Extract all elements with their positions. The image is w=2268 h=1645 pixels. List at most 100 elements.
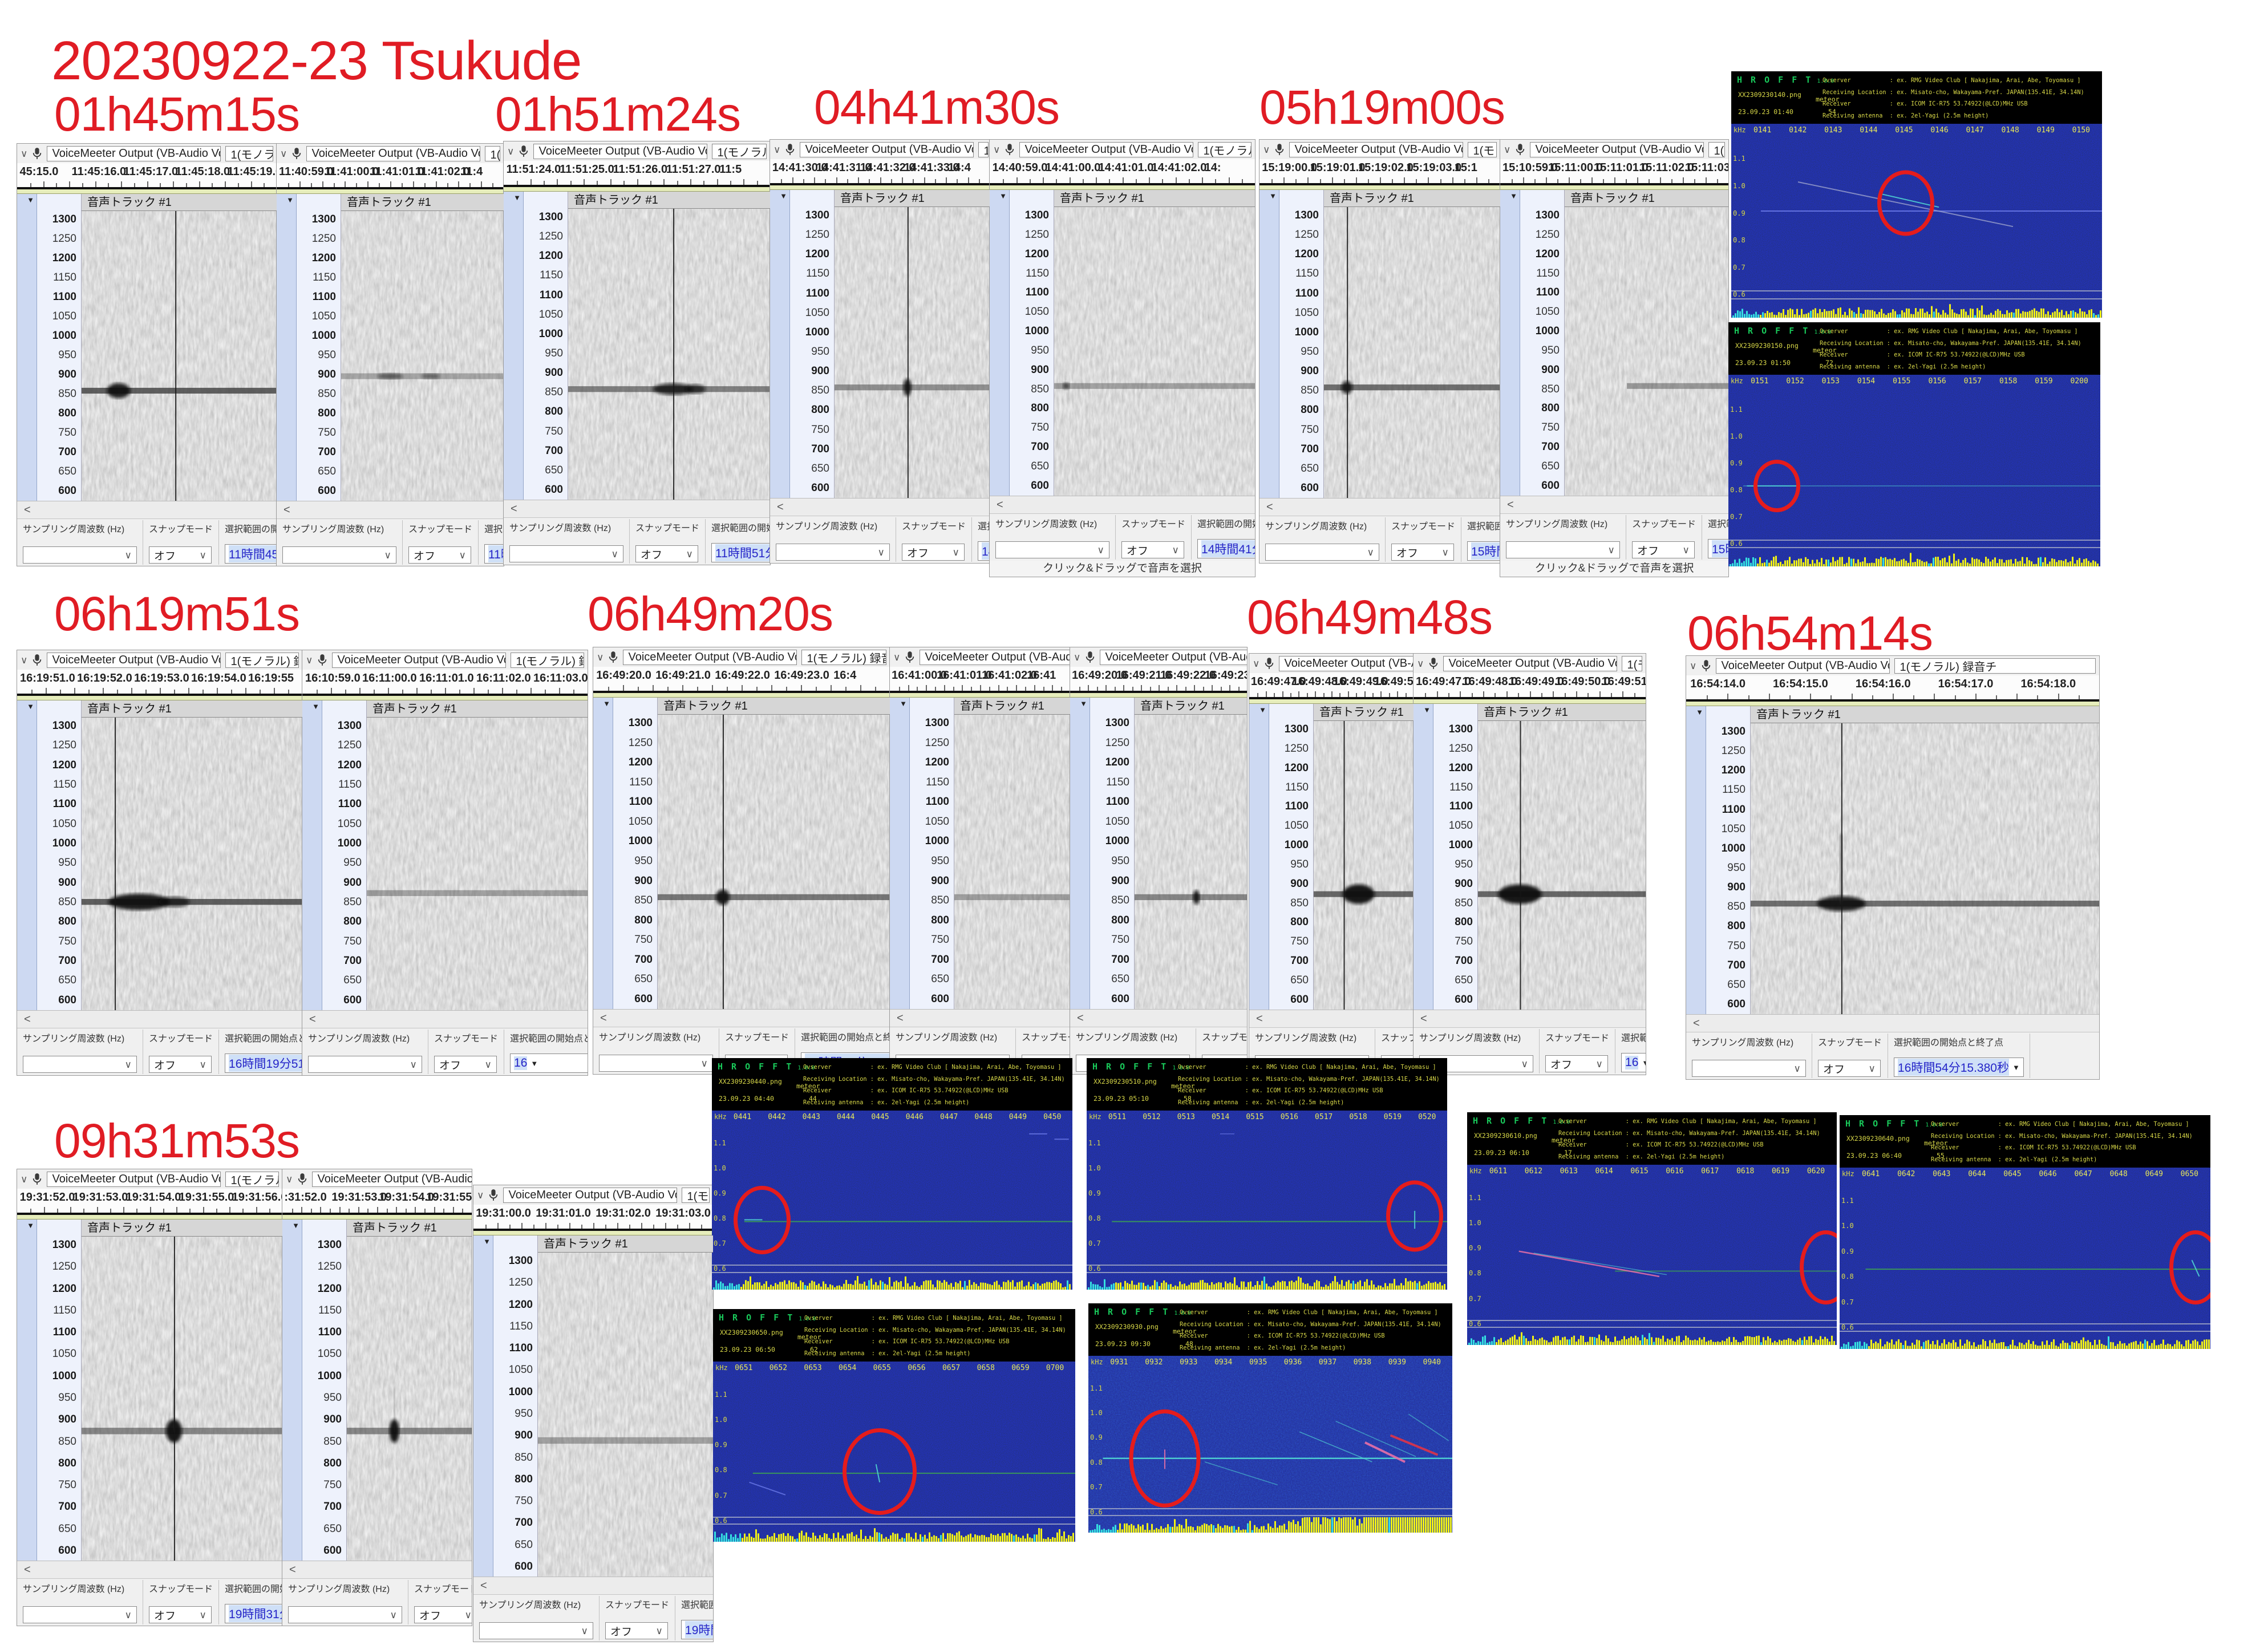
track-control-panel[interactable]: ▼ [277,194,297,501]
frequency-scale[interactable]: 1300 1250 1200 1150 1100 1050 1000 950 900 850 800… [1520,190,1565,496]
frequency-scale[interactable]: 1300 1250 1200 1150 1100 1050 1000 950 900 850 800… [910,698,954,1009]
horizontal-scrollbar[interactable]: < [473,1577,713,1594]
scroll-left-arrow[interactable]: < [1077,1011,1084,1024]
snap-mode-select[interactable]: オフ∨ [1818,1060,1881,1077]
scroll-left-arrow[interactable]: < [1693,1016,1700,1030]
snap-mode-select[interactable]: オフ∨ [434,1056,497,1073]
spectrogram[interactable]: 音声トラック #1 [658,698,890,1009]
device-select[interactable]: VoiceMeeter Output (VB-Audio Vo∨ [1100,649,1247,665]
timeline-ruler[interactable]: 16:49:47.0 16:49:48.0 16:49:49.0 16:49:50.0… [1414,673,1646,699]
scroll-left-arrow[interactable]: < [600,1011,607,1024]
sampling-rate-select[interactable]: ∨ [282,546,396,564]
sampling-rate-select[interactable]: ∨ [1692,1060,1806,1077]
channel-select[interactable]: 1(モノラル) 録音チ [712,143,767,159]
track-control-panel[interactable]: ▼ [1500,190,1520,496]
sampling-rate-select[interactable]: ∨ [599,1055,713,1072]
frequency-scale[interactable]: 1300 1250 1200 1150 1100 1050 1000 950 900 850 800… [37,194,82,501]
snap-mode-select[interactable]: オフ∨ [605,1622,668,1639]
timeline-ruler[interactable]: 16:49:20.0 16:49:21.0 16:49:22.0 16:49:23.0… [593,667,890,693]
device-select[interactable]: VoiceMeeter Output (VB-Audio Vo∨ [533,143,708,159]
selection-time-display[interactable]: 15時間11分00.413秒▼ [1708,539,1728,558]
track-control-panel[interactable]: ▼ [282,1219,302,1561]
frequency-scale[interactable]: 1300 1250 1200 1150 1100 1050 1000 950 900 850 800… [1010,190,1054,496]
selection-time-display[interactable]: 16▼ [1621,1053,1646,1072]
spectrogram[interactable]: 音声トラック #1 [835,190,990,498]
snap-mode-select[interactable]: オフ∨ [1632,541,1695,558]
scroll-left-arrow[interactable]: < [511,502,517,515]
horizontal-scrollbar[interactable]: < [1500,496,1728,513]
selection-time-display[interactable]: 16時間54分15.380秒 ▼ [1894,1058,2024,1077]
selection-time-display[interactable]: 14時間41分00.413秒▼ [1197,539,1255,558]
channel-select[interactable]: 1(モノラル) 録音チ [485,145,500,161]
sampling-rate-select[interactable]: ∨ [23,1606,137,1623]
frequency-scale[interactable]: 1300 1250 1200 1150 1100 1050 1000 950 900 850 800… [37,1219,82,1561]
timeline-ruler[interactable]: 15:10:59.0 15:11:00.0 15:11:01.0 15:11:02.0… [1500,159,1728,185]
spectrogram[interactable]: 音声トラック #1 [367,700,588,1010]
horizontal-scrollbar[interactable]: < [990,496,1255,513]
spectrogram[interactable]: 音声トラック #1 [341,194,504,501]
spectrogram[interactable]: 音声トラック #1 [1324,190,1500,498]
scroll-left-arrow[interactable]: < [1420,1012,1427,1025]
track-control-panel[interactable]: ▼ [890,698,910,1009]
device-select[interactable]: VoiceMeeter Output (VB-Audio Vo∨ [306,145,481,161]
horizontal-scrollbar[interactable]: < [890,1009,1070,1027]
channel-select[interactable]: 1(モノラル) 録音チ [801,649,886,665]
timeline-ruler[interactable]: 11:51:24.0 11:51:25.0 11:51:26.0 11:51:27.0… [504,161,770,187]
frequency-scale[interactable]: 1300 1250 1200 1150 1100 1050 1000 950 900 850 800… [524,192,568,500]
horizontal-scrollbar[interactable]: < [1070,1009,1247,1027]
track-control-panel[interactable]: ▼ [1686,706,1706,1014]
track-control-panel[interactable]: ▼ [593,698,613,1009]
timeline-ruler[interactable]: 16:19:51.0 16:19:52.0 16:19:53.0 16:19:54.0… [17,670,302,696]
device-select[interactable]: VoiceMeeter Output (VB-Audio Vo∨ [1716,658,1890,674]
device-select[interactable]: VoiceMeeter Output (VB-Audio Vo∨ [1530,141,1704,157]
horizontal-scrollbar[interactable]: < [302,1010,588,1028]
scroll-left-arrow[interactable]: < [1507,498,1514,511]
snap-mode-select[interactable]: オフ∨ [149,1056,212,1073]
scroll-left-arrow[interactable]: < [284,503,290,516]
frequency-scale[interactable]: 1300 1250 1200 1150 1100 1050 1000 950 900 850 800… [1269,704,1314,1010]
sampling-rate-select[interactable]: ∨ [995,541,1109,558]
spectrogram[interactable]: 音声トラック #1 [1054,190,1255,496]
horizontal-scrollbar[interactable]: < [1249,1010,1414,1027]
scroll-left-arrow[interactable]: < [24,1563,31,1576]
channel-select[interactable]: 1(モノラル) 録音チ [1198,141,1252,157]
channel-select[interactable]: 1(モノラル) 録音チ [225,1171,279,1187]
channel-select[interactable]: 1(モノラル) 録音チ [225,145,273,161]
scroll-left-arrow[interactable]: < [289,1563,296,1576]
device-select[interactable]: VoiceMeeter Output (VB-Audio Vo∨ [312,1171,472,1187]
frequency-scale[interactable]: 1300 1250 1200 1150 1100 1050 1000 950 900 850 800… [297,194,341,501]
device-select[interactable]: VoiceMeeter Output (VB-Audio Vo∨ [1443,655,1618,671]
frequency-scale[interactable]: 1300 1250 1200 1150 1100 1050 1000 950 900 850 800… [1706,706,1751,1014]
spectrogram[interactable]: 音声トラック #1 [82,1219,282,1561]
selection-time-display[interactable]: 14時間41分31.167秒▼ [978,541,990,561]
selection-time-display[interactable]: 11時間41分00.428秒▼ [484,544,504,564]
timeline-ruler[interactable]: 11:40:59.0 11:41:00.0 11:41:01.0 11:41:02.0… [277,163,504,189]
spectrogram[interactable]: 音声トラック #1 [82,700,302,1010]
selection-time-display[interactable]: 16▼ [510,1054,588,1073]
timeline-ruler[interactable]: 16:54:14.0 16:54:15.0 16:54:16.0 16:54:17.0… [1686,675,2099,702]
snap-mode-select[interactable]: オフ∨ [635,545,698,562]
track-control-panel[interactable]: ▼ [1259,190,1279,498]
snap-mode-select[interactable]: オフ∨ [1121,541,1184,558]
spectrogram[interactable]: 音声トラック #1 [568,192,770,500]
frequency-scale[interactable]: 1300 1250 1200 1150 1100 1050 1000 950 900 850 800… [790,190,835,498]
device-select[interactable]: VoiceMeeter Output (VB-Audio Vo∨ [1289,141,1464,157]
horizontal-scrollbar[interactable]: < [277,501,504,518]
spectrogram[interactable]: 音声トラック #1 [954,698,1070,1009]
sampling-rate-select[interactable]: ∨ [23,1056,137,1073]
sampling-rate-select[interactable]: ∨ [509,545,623,562]
track-control-panel[interactable]: ▼ [990,190,1010,496]
horizontal-scrollbar[interactable]: < [770,498,990,516]
snap-mode-select[interactable]: オフ∨ [1545,1055,1608,1072]
snap-mode-select[interactable]: オフ∨ [408,546,471,564]
sampling-rate-select[interactable]: ∨ [1265,544,1379,561]
spectrogram[interactable]: 音声トラック #1 [1565,190,1728,496]
sampling-rate-select[interactable]: ∨ [479,1622,593,1639]
selection-time-display[interactable]: 19時間31分53.657秒▼ [225,1604,282,1623]
scroll-left-arrow[interactable]: < [24,503,31,516]
track-control-panel[interactable]: ▼ [1070,698,1090,1009]
horizontal-scrollbar[interactable]: < [1414,1010,1646,1027]
horizontal-scrollbar[interactable]: < [504,500,770,517]
snap-mode-select[interactable]: オフ∨ [149,1606,212,1623]
channel-select[interactable]: 1(モノラル) 録音チ [1894,658,2096,674]
